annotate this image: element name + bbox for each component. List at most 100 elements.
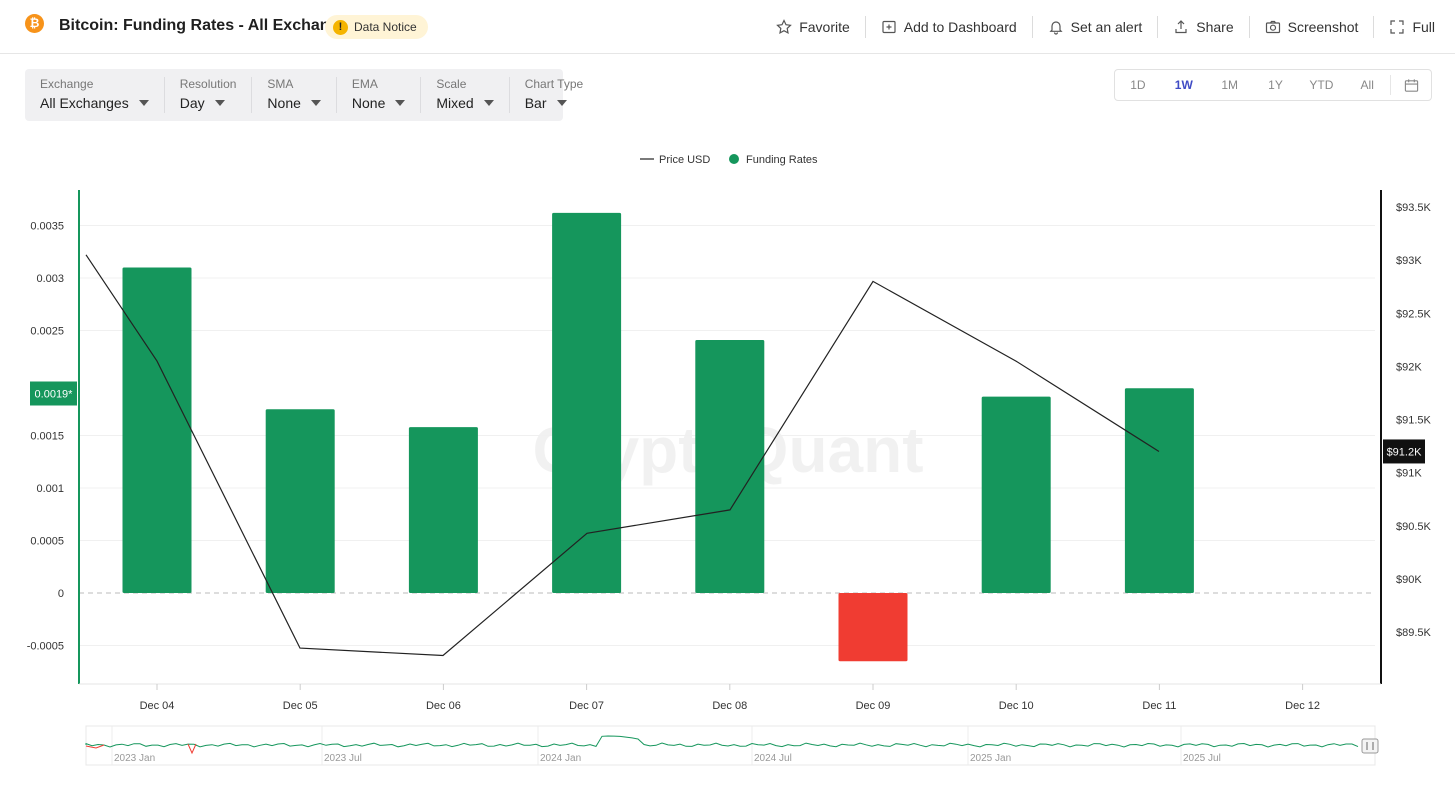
favorite-label: Favorite	[799, 19, 850, 35]
scale-label: Scale	[436, 77, 467, 91]
legend-funding-label: Funding Rates	[746, 154, 818, 166]
left-axis-tick-label: 0	[58, 588, 64, 600]
time-range-selector: 1D 1W 1M 1Y YTD All	[1114, 69, 1432, 101]
left-axis-tick-label: 0.0035	[30, 221, 64, 233]
current-funding-rate-marker	[30, 381, 77, 406]
range-ytd-button[interactable]: YTD	[1309, 78, 1334, 92]
range-divider	[1390, 75, 1392, 95]
data-notice-badge[interactable]: ! Data Notice	[325, 15, 428, 39]
add-to-dashboard-label: Add to Dashboard	[903, 19, 1017, 35]
right-axis-tick-label: $92K	[1396, 361, 1422, 373]
legend-price-label: Price USD	[659, 154, 710, 166]
navigator-tick-label: 2024 Jul	[754, 753, 792, 764]
share-button[interactable]: Share	[1158, 16, 1250, 38]
range-1w-button[interactable]: 1W	[1174, 78, 1193, 92]
resolution-label: Resolution	[179, 77, 237, 91]
ema-dropdown[interactable]: EMA None	[337, 77, 422, 113]
right-axis-tick-label: $93K	[1396, 255, 1422, 267]
left-axis-tick-label: 0.003	[36, 273, 64, 285]
sma-label: SMA	[267, 77, 294, 91]
bitcoin-logo-icon: ₿	[25, 14, 44, 33]
page-title: Bitcoin: Funding Rates - All Exchanges	[59, 17, 358, 34]
left-axis-tick-label: 0.0015	[30, 431, 64, 443]
caret-down-icon	[483, 100, 494, 106]
range-1d-button[interactable]: 1D	[1130, 78, 1146, 92]
chart-type-dropdown[interactable]: Chart Type Bar	[510, 77, 598, 113]
screenshot-label: Screenshot	[1287, 19, 1359, 35]
exchange-label: Exchange	[40, 77, 94, 91]
x-axis-tick-label: Dec 09	[856, 700, 891, 712]
funding-rate-bar	[695, 339, 765, 593]
right-axis-tick-label: $92.5K	[1396, 308, 1432, 320]
funding-rates-chart: CryptoQuant-0.000500.00050.0010.00150.00…	[27, 154, 1432, 766]
x-axis-tick-label: Dec 05	[283, 700, 318, 712]
x-axis-tick-label: Dec 12	[1285, 700, 1320, 712]
share-icon	[1175, 20, 1187, 34]
funding-rate-bar	[265, 409, 335, 593]
left-axis-tick-label: 0.0025	[30, 326, 64, 338]
right-axis-tick-label: $91.5K	[1396, 415, 1432, 427]
exchange-value: All Exchanges	[40, 95, 129, 111]
exchange-dropdown[interactable]: Exchange All Exchanges	[25, 77, 165, 113]
set-alert-button[interactable]: Set an alert	[1033, 16, 1159, 38]
x-axis-tick-label: Dec 10	[999, 700, 1034, 712]
add-dashboard-icon	[882, 20, 896, 34]
warning-icon: !	[333, 19, 348, 35]
fullscreen-label: Full	[1412, 19, 1435, 35]
right-axis-tick-label: $93.5K	[1396, 202, 1432, 214]
data-notice-label: Data Notice	[354, 20, 417, 34]
x-axis-tick-label: Dec 06	[426, 700, 461, 712]
range-1y-button[interactable]: 1Y	[1268, 78, 1283, 92]
current-price-label: $91.2K	[1387, 446, 1423, 458]
resolution-dropdown[interactable]: Resolution Day	[165, 77, 253, 113]
navigator-negative-segment	[85, 744, 105, 749]
resolution-value: Day	[179, 95, 205, 111]
left-axis-tick-label: 0.0005	[30, 536, 64, 548]
date-picker-button[interactable]	[1391, 70, 1431, 100]
left-axis-tick-label: 0.001	[36, 483, 64, 495]
x-axis-tick-label: Dec 07	[569, 700, 604, 712]
scale-value: Mixed	[436, 95, 474, 111]
star-icon	[776, 19, 793, 35]
price-usd-line	[85, 254, 1160, 657]
x-axis-tick-label: Dec 11	[1142, 700, 1176, 712]
sma-value: None	[267, 95, 301, 111]
sma-dropdown[interactable]: SMA None	[252, 77, 337, 113]
range-all-button[interactable]: All	[1360, 78, 1374, 92]
fullscreen-icon	[1390, 20, 1405, 34]
navigator-tick-label: 2023 Jan	[114, 753, 155, 764]
share-label: Share	[1196, 19, 1234, 35]
fullscreen-button[interactable]: Full	[1374, 16, 1435, 38]
set-alert-label: Set an alert	[1070, 19, 1143, 35]
right-axis-tick-label: $89.5K	[1396, 627, 1432, 639]
caret-down-icon	[138, 100, 149, 106]
header-bar: ₿ Bitcoin: Funding Rates - All Exchanges…	[0, 0, 1455, 54]
caret-down-icon	[310, 100, 321, 106]
funding-rate-bar	[981, 396, 1051, 593]
navigator-handle[interactable]	[1361, 738, 1379, 754]
bell-icon	[1049, 21, 1063, 35]
x-axis-tick-label: Dec 04	[140, 700, 175, 712]
funding-rate-bar	[1124, 388, 1194, 593]
navigator-frame	[85, 725, 1376, 766]
current-funding-rate-label: 0.0019*	[35, 389, 74, 401]
add-to-dashboard-button[interactable]: Add to Dashboard	[866, 16, 1033, 38]
current-price-marker	[1383, 439, 1425, 464]
screenshot-button[interactable]: Screenshot	[1250, 16, 1375, 38]
navigator-tick-label: 2025 Jan	[970, 753, 1011, 764]
legend-funding-swatch	[729, 154, 739, 164]
scale-dropdown[interactable]: Scale Mixed	[421, 77, 510, 113]
left-axis-tick-label: -0.0005	[27, 641, 64, 653]
camera-icon	[1265, 20, 1280, 34]
funding-rate-bar	[552, 212, 622, 593]
favorite-button[interactable]: Favorite	[761, 16, 866, 38]
chart-type-label: Chart Type	[524, 77, 584, 91]
chart-controls: Exchange All Exchanges Resolution Day SM…	[25, 69, 583, 121]
caret-down-icon	[395, 100, 406, 106]
range-1m-button[interactable]: 1M	[1221, 78, 1238, 92]
right-axis-tick-label: $91K	[1396, 468, 1422, 480]
ema-label: EMA	[351, 77, 378, 91]
navigator-tick-label: 2023 Jul	[324, 753, 362, 764]
chart-type-value: Bar	[524, 95, 547, 111]
funding-rate-bar	[838, 593, 908, 662]
